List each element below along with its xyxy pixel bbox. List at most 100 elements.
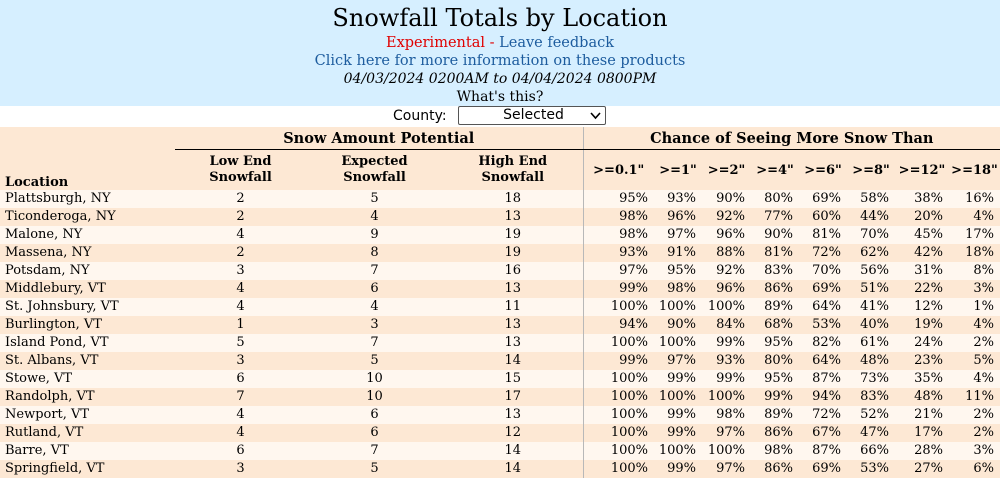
probability-cell: 48%: [895, 388, 949, 406]
probability-cell: 27%: [895, 460, 949, 478]
probability-cell: 44%: [847, 208, 895, 226]
location-cell: Stowe, VT: [0, 370, 175, 388]
probability-cell: 95%: [654, 262, 702, 280]
high-end-cell: 16: [443, 262, 583, 280]
location-cell: Island Pond, VT: [0, 334, 175, 352]
probability-cell: 83%: [847, 388, 895, 406]
probability-cell: 41%: [847, 298, 895, 316]
probability-cell: 92%: [702, 262, 751, 280]
high-end-cell: 13: [443, 280, 583, 298]
probability-cell: 35%: [895, 370, 949, 388]
probability-cell: 6%: [949, 460, 1000, 478]
experimental-label: Experimental: [386, 35, 485, 51]
location-cell: Rutland, VT: [0, 424, 175, 442]
threshold-header: >=2": [702, 149, 751, 190]
page-title: Snowfall Totals by Location: [332, 4, 668, 32]
table-row: Massena, NY 2 8 19 93% 91% 88% 81% 72% 62% 42% 18%: [0, 244, 1000, 262]
threshold-header: >=1": [654, 149, 702, 190]
threshold-header: >=18": [949, 149, 1000, 190]
low-end-cell: 1: [175, 316, 306, 334]
probability-cell: 89%: [751, 298, 799, 316]
expected-cell: 10: [306, 370, 443, 388]
low-end-cell: 6: [175, 370, 306, 388]
low-end-cell: 2: [175, 190, 306, 208]
probability-cell: 58%: [847, 190, 895, 208]
probability-cell: 68%: [751, 316, 799, 334]
probability-cell: 97%: [702, 460, 751, 478]
probability-cell: 93%: [582, 244, 654, 262]
probability-cell: 93%: [702, 352, 751, 370]
probability-cell: 97%: [654, 352, 702, 370]
table-row: Burlington, VT 1 3 13 94% 90% 84% 68% 53% 40% 19% 4…: [0, 316, 1000, 334]
probability-cell: 22%: [895, 280, 949, 298]
probability-cell: 90%: [654, 316, 702, 334]
probability-cell: 1%: [949, 298, 1000, 316]
probability-cell: 92%: [702, 208, 751, 226]
probability-cell: 100%: [582, 334, 654, 352]
whats-this-link[interactable]: What's this?: [456, 89, 544, 105]
high-end-cell: 14: [443, 460, 583, 478]
county-select[interactable]: Selected: [458, 106, 606, 125]
table-row: Stowe, VT 6 10 15 100% 99% 99% 95% 87% 73% 35% 4%: [0, 370, 1000, 388]
probability-cell: 4%: [949, 316, 1000, 334]
probability-cell: 17%: [895, 424, 949, 442]
high-end-cell: 19: [443, 226, 583, 244]
probability-cell: 64%: [799, 352, 847, 370]
location-header: Location: [0, 149, 175, 190]
table-row: Barre, VT 6 7 14 100% 100% 100% 98% 87% 66% 28% 3%: [0, 442, 1000, 460]
more-info-link[interactable]: Click here for more information on these…: [314, 53, 686, 69]
location-cell: Massena, NY: [0, 244, 175, 262]
expected-cell: 6: [306, 406, 443, 424]
probability-cell: 38%: [895, 190, 949, 208]
probability-cell: 98%: [654, 280, 702, 298]
probability-cell: 93%: [654, 190, 702, 208]
table-row: Springfield, VT 3 5 14 100% 99% 97% 86% 69% 53% 27…: [0, 460, 1000, 478]
table-row: Plattsburgh, NY 2 5 18 95% 93% 90% 80% 69% 58% 38%…: [0, 190, 1000, 208]
county-selected-value: Selected: [503, 107, 564, 123]
probability-cell: 70%: [847, 226, 895, 244]
table-row: St. Johnsbury, VT 4 4 11 100% 100% 100% 89% 64% 4…: [0, 298, 1000, 316]
probability-cell: 95%: [582, 190, 654, 208]
table-row: Randolph, VT 7 10 17 100% 100% 100% 99% 94% 83% 48…: [0, 388, 1000, 406]
expected-cell: 7: [306, 334, 443, 352]
probability-cell: 48%: [847, 352, 895, 370]
group-header-row: Snow Amount Potential Chance of Seeing M…: [0, 127, 1000, 150]
location-cell: Randolph, VT: [0, 388, 175, 406]
table-body: Plattsburgh, NY 2 5 18 95% 93% 90% 80% 69% 58% 38%…: [0, 190, 1000, 478]
location-cell: Barre, VT: [0, 442, 175, 460]
probability-cell: 3%: [949, 442, 1000, 460]
probability-cell: 100%: [582, 370, 654, 388]
high-end-cell: 13: [443, 334, 583, 352]
expected-cell: 9: [306, 226, 443, 244]
probability-cell: 53%: [799, 316, 847, 334]
snow-amount-group-header: Snow Amount Potential: [175, 127, 583, 150]
location-cell: St. Johnsbury, VT: [0, 298, 175, 316]
probability-cell: 100%: [582, 298, 654, 316]
probability-cell: 100%: [654, 298, 702, 316]
high-end-cell: 19: [443, 244, 583, 262]
probability-cell: 86%: [751, 280, 799, 298]
experimental-line: Experimental - Leave feedback: [0, 34, 1000, 52]
low-end-cell: 6: [175, 442, 306, 460]
low-end-cell: 4: [175, 406, 306, 424]
probability-cell: 97%: [702, 424, 751, 442]
table-row: Ticonderoga, NY 2 4 13 98% 96% 92% 77% 60% 44% 20%…: [0, 208, 1000, 226]
probability-cell: 2%: [949, 424, 1000, 442]
table-row: St. Albans, VT 3 5 14 99% 97% 93% 80% 64% 48% 23% 5…: [0, 352, 1000, 370]
high-end-cell: 14: [443, 442, 583, 460]
probability-cell: 99%: [702, 334, 751, 352]
probability-cell: 72%: [799, 244, 847, 262]
probability-cell: 99%: [751, 388, 799, 406]
probability-cell: 88%: [702, 244, 751, 262]
probability-cell: 17%: [949, 226, 1000, 244]
low-end-cell: 4: [175, 280, 306, 298]
page-header: Snowfall Totals by Location Experimental…: [0, 0, 1000, 106]
probability-cell: 83%: [751, 262, 799, 280]
probability-cell: 69%: [799, 460, 847, 478]
high-end-cell: 13: [443, 406, 583, 424]
probability-cell: 19%: [895, 316, 949, 334]
probability-cell: 87%: [799, 370, 847, 388]
probability-cell: 100%: [654, 334, 702, 352]
probability-cell: 12%: [895, 298, 949, 316]
leave-feedback-link[interactable]: Leave feedback: [499, 35, 614, 51]
